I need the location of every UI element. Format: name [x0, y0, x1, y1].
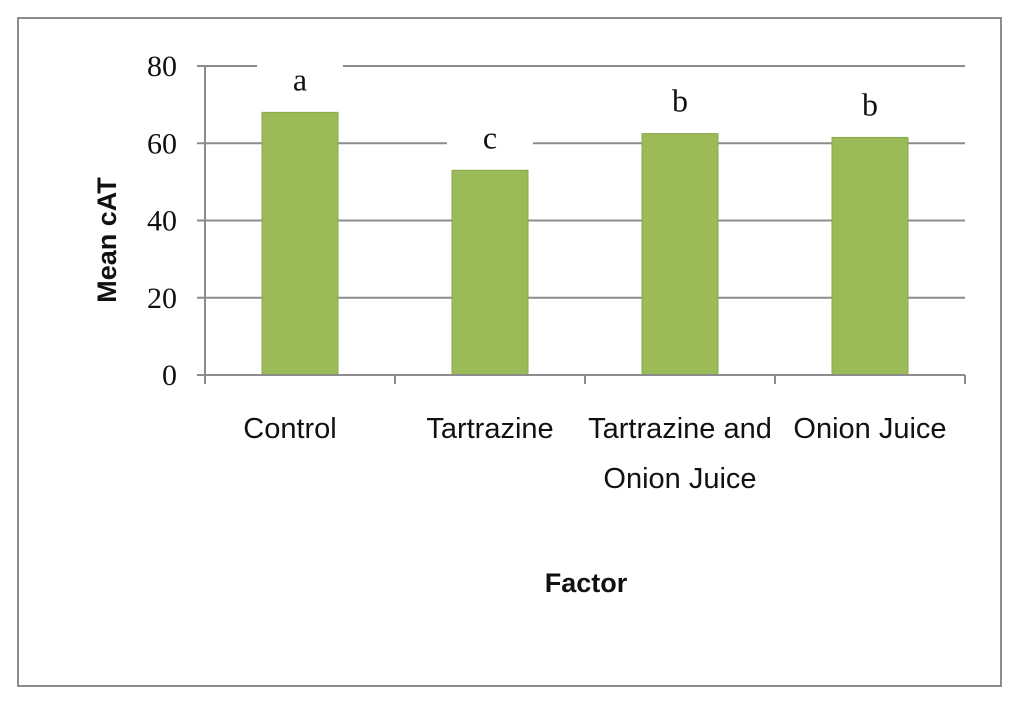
significance-label-box [257, 46, 343, 109]
bars [261, 111, 909, 376]
y-axis-title: Mean cAT [92, 177, 122, 303]
bar [831, 136, 909, 376]
bar [451, 169, 529, 376]
labels: 0 20 40 60 80 a Control c Tartrazine b Tartrazine … [147, 46, 947, 495]
bar [641, 133, 719, 376]
y-tick-label: 20 [147, 282, 177, 315]
axes [197, 65, 966, 384]
significance-label-box [637, 67, 723, 130]
significance-label: b [672, 83, 688, 119]
significance-label: c [483, 119, 497, 155]
significance-label: b [862, 86, 878, 122]
x-category-label: Onion Juice [793, 413, 946, 445]
x-category-label: Onion Juice [603, 463, 756, 495]
significance-label: a [293, 61, 307, 97]
y-tick-label: 0 [162, 359, 177, 392]
significance-label-box [827, 71, 913, 134]
x-axis-title: Factor [545, 568, 628, 598]
y-tick-label: 60 [147, 127, 177, 160]
y-tick-label: 80 [147, 50, 177, 83]
y-tick-label: 40 [147, 205, 177, 238]
bar [261, 111, 339, 376]
x-category-label: Tartrazine and [588, 413, 772, 445]
x-category-label: Tartrazine [426, 413, 553, 445]
significance-label-box [447, 104, 533, 167]
x-category-label: Control [243, 413, 337, 445]
